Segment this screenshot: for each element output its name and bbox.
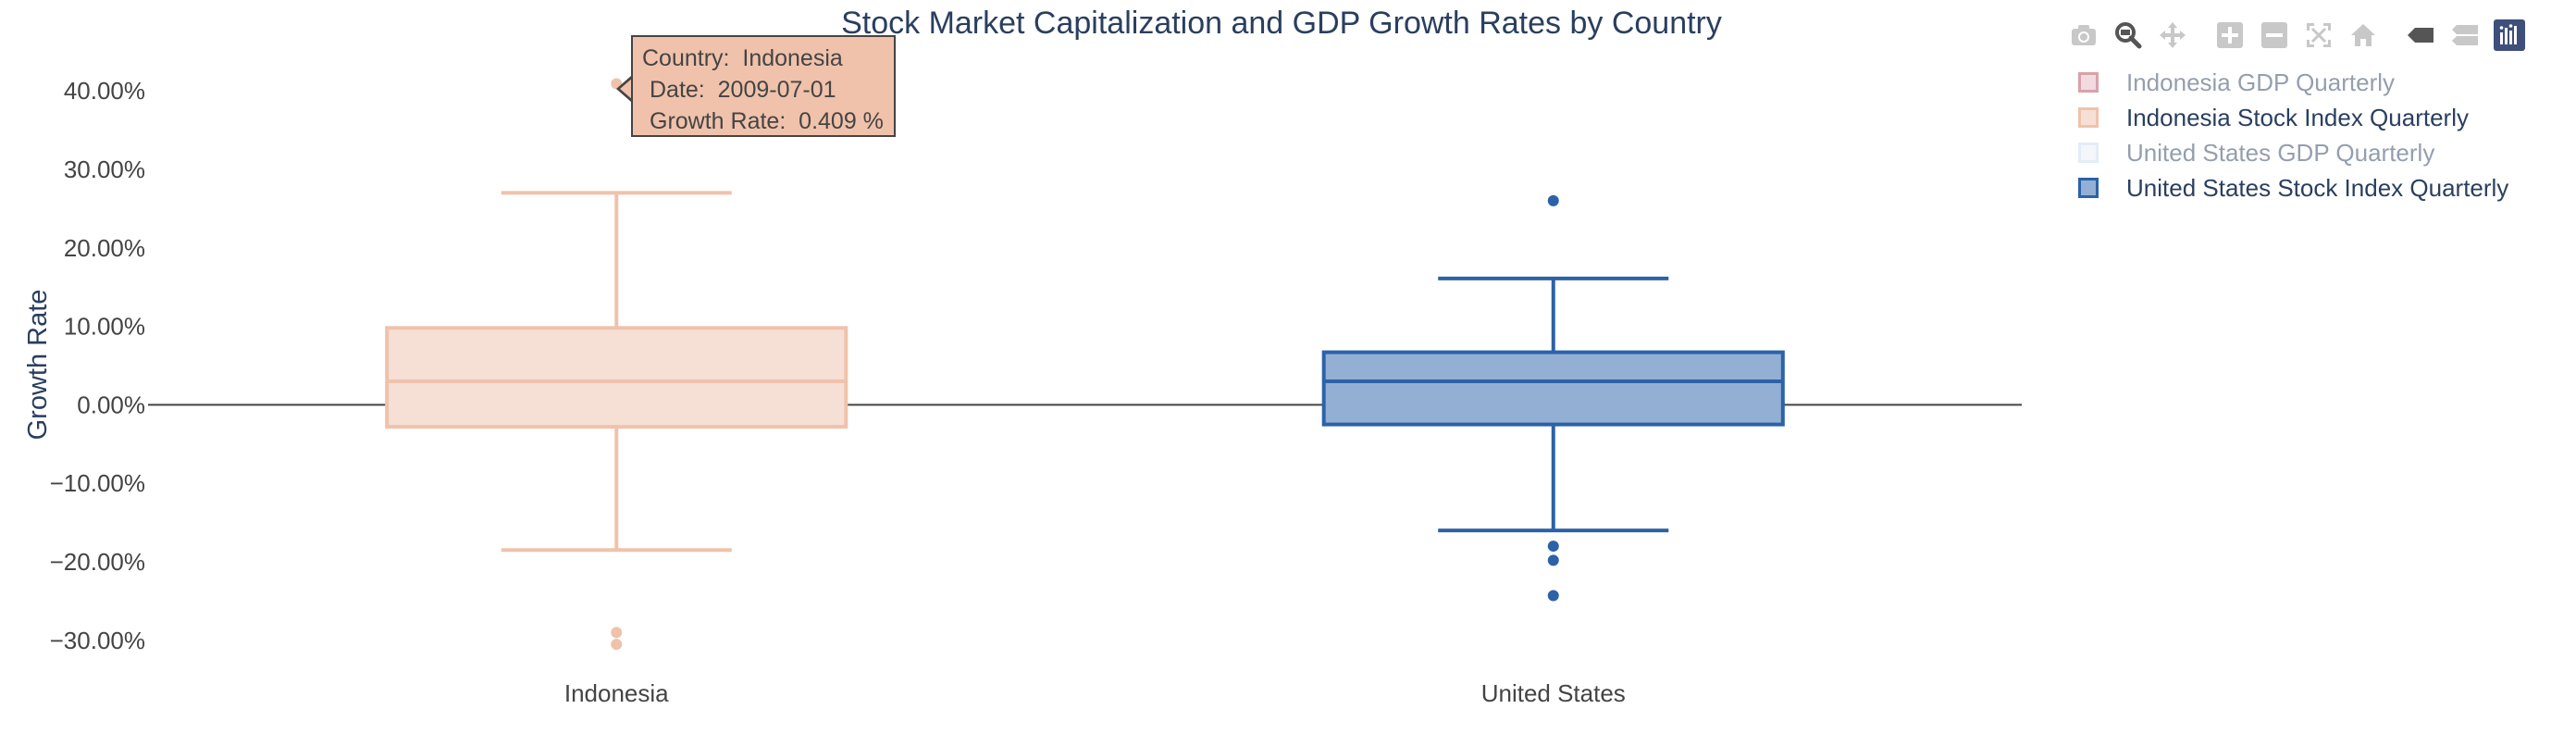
legend-label: Indonesia GDP Quarterly [2126,68,2395,96]
tooltip-arrow-fill [620,78,633,100]
outlier-point [1547,590,1559,602]
x-tick-label: United States [1481,679,1626,707]
y-tick-labels: −30.00% −20.00% −10.00% 0.00% 10.00% 20.00% 30… [50,77,145,654]
spike-compare-icon[interactable] [2446,17,2483,54]
legend: Indonesia GDP Quarterly Indonesia Stock … [2078,65,2508,205]
tooltip-country: Country: Indonesia [642,45,843,71]
outlier-point [1547,194,1559,206]
legend-label: United States Stock Index Quarterly [2126,173,2509,202]
autoscale-icon[interactable] [2300,17,2337,54]
zoom-out-icon[interactable] [2256,17,2293,54]
legend-label: Indonesia Stock Index Quarterly [2126,103,2469,131]
legend-item-us-stock[interactable]: United States Stock Index Quarterly [2078,170,2508,205]
x-tick-labels: Indonesia United States [564,679,1626,707]
y-tick-label: 40.00% [64,77,145,105]
pan-icon[interactable] [2154,17,2191,54]
hover-tooltip: Country: Indonesia Date: 2009-07-01 Grow… [631,35,896,137]
spike-closest-icon[interactable] [2402,17,2439,54]
modebar [2065,17,2535,54]
iqr-box [385,326,848,429]
legend-label: United States GDP Quarterly [2126,138,2435,167]
tooltip-growth-rate: Growth Rate: 0.409 % [650,108,884,134]
y-tick-label: 0.00% [77,391,145,418]
legend-swatch [2078,107,2099,128]
home-icon[interactable] [2345,17,2382,54]
box-trace [1321,194,1785,602]
legend-swatch [2078,143,2099,163]
legend-item-indonesia-gdp[interactable]: Indonesia GDP Quarterly [2078,65,2508,100]
chart-title: Stock Market Capitalization and GDP Grow… [841,6,1722,41]
plotly-logo-icon[interactable] [2491,17,2528,54]
zoom-icon[interactable] [2110,17,2147,54]
tooltip-date: Date: 2009-07-01 [650,77,836,103]
legend-swatch [2078,178,2099,198]
zoom-in-icon[interactable] [2211,17,2248,54]
outlier-point [611,639,623,651]
y-axis-title: Growth Rate [23,290,53,441]
outlier-point [1547,541,1559,553]
outlier-point [1547,554,1559,566]
iqr-box [1321,350,1785,427]
camera-icon[interactable] [2065,17,2102,54]
y-tick-label: −30.00% [50,627,145,654]
legend-item-us-gdp[interactable]: United States GDP Quarterly [2078,135,2508,170]
y-tick-label: 10.00% [64,313,145,341]
x-tick-label: Indonesia [564,679,669,707]
legend-swatch [2078,72,2099,93]
y-tick-label: 20.00% [64,234,145,262]
y-tick-label: −10.00% [50,469,145,497]
y-tick-label: 30.00% [64,155,145,183]
box-trace [385,78,848,651]
box-traces [385,78,1785,651]
legend-item-indonesia-stock[interactable]: Indonesia Stock Index Quarterly [2078,100,2508,135]
y-tick-label: −20.00% [50,548,145,576]
outlier-point [611,627,623,639]
